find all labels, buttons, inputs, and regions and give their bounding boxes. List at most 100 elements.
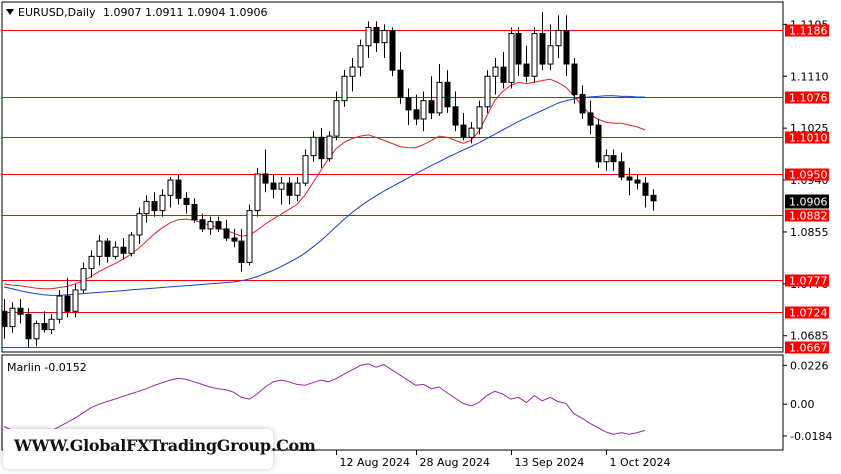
candle-body	[136, 213, 143, 236]
candle	[25, 308, 32, 348]
candle	[33, 320, 40, 347]
collapse-triangle-icon[interactable]	[6, 9, 14, 15]
candle-body	[389, 29, 396, 71]
candle	[72, 283, 79, 318]
candle-body	[151, 200, 158, 212]
indicator-tick-label: -0.0184	[790, 430, 832, 443]
level-label-bg	[785, 209, 829, 222]
candle	[365, 21, 372, 58]
watermark-text: WWW.GlobalFXTradingGroup.Com	[14, 436, 316, 455]
candle	[17, 299, 24, 324]
candle-body	[207, 221, 214, 230]
candle	[579, 85, 586, 119]
current-price-label: 1.0906	[789, 196, 828, 209]
candle-body	[405, 97, 412, 111]
candle-body	[468, 127, 475, 138]
candle-body	[167, 179, 174, 196]
candle	[191, 198, 198, 223]
candle-body	[41, 323, 48, 331]
candle-body	[595, 124, 602, 163]
candle	[151, 192, 158, 217]
candle-body	[96, 240, 103, 257]
candle	[175, 175, 182, 205]
candle	[80, 262, 87, 293]
candle	[508, 27, 515, 89]
candle	[246, 204, 253, 266]
indicator-label: Marlin -0.0152	[7, 361, 87, 374]
candle	[167, 177, 174, 208]
candle	[41, 311, 48, 333]
indicator-tick-label: 0.00	[790, 398, 815, 411]
candle-body	[397, 69, 404, 99]
candle-body	[254, 173, 261, 212]
candle	[64, 277, 71, 318]
candle-body	[246, 210, 253, 263]
candle-body	[341, 75, 348, 102]
candle-body	[64, 295, 71, 312]
level-label-bg	[785, 306, 829, 319]
candle-body	[302, 155, 309, 184]
candle-body	[215, 221, 222, 230]
candle-body	[159, 194, 166, 212]
candle-body	[618, 161, 625, 178]
candle-body	[310, 136, 317, 157]
time-axis: 12 Aug 2024 28 Aug 2024 13 Sep 2024 1 Oct 2…	[336, 450, 671, 469]
candle-body	[610, 155, 617, 163]
current-price-bg	[785, 194, 829, 209]
candle-body	[452, 106, 459, 126]
candle	[9, 302, 16, 333]
candle	[539, 12, 546, 71]
candle	[452, 91, 459, 132]
candle-body	[25, 313, 32, 340]
candlesticks	[1, 12, 657, 348]
candle	[349, 57, 356, 92]
symbol-header: EURUSD,Daily	[18, 6, 96, 19]
candle	[310, 131, 317, 162]
candle-body	[428, 100, 435, 114]
candle	[618, 152, 625, 181]
candle-body	[238, 240, 245, 263]
indicator-panel-frame	[1, 354, 784, 451]
x-tick-label: 1 Oct 2024	[610, 456, 671, 469]
candle-body	[500, 66, 507, 83]
candle-body	[223, 228, 230, 239]
candle	[610, 149, 617, 171]
candle-body	[9, 307, 16, 328]
candle-body	[270, 182, 277, 190]
ma-red-line	[3, 78, 646, 290]
candle-body	[365, 26, 372, 47]
level-label: 1.1076	[789, 92, 828, 105]
candle-body	[634, 179, 641, 184]
candle	[215, 216, 222, 232]
candle	[381, 24, 388, 58]
candle	[444, 70, 451, 113]
candle	[159, 189, 166, 217]
candle	[642, 177, 649, 208]
watermark-box	[3, 429, 273, 469]
candle-body	[515, 33, 522, 65]
candle	[318, 128, 325, 168]
candle	[500, 51, 507, 89]
main-panel-frame	[1, 1, 784, 353]
candle-body	[326, 135, 333, 160]
candle	[302, 149, 309, 187]
level-label: 1.0667	[789, 342, 828, 355]
candle-body	[80, 268, 87, 291]
candle-body	[357, 45, 364, 68]
candle	[515, 27, 522, 77]
candle	[104, 238, 111, 263]
x-tick-label: 13 Sep 2024	[515, 456, 585, 469]
candle	[341, 70, 348, 107]
x-tick-label: 12 Aug 2024	[340, 456, 410, 469]
candle-body	[484, 75, 491, 108]
candle-body	[333, 100, 340, 137]
candle-body	[120, 246, 127, 254]
candle	[223, 219, 230, 242]
candle-body	[231, 237, 238, 242]
candle-body	[579, 94, 586, 114]
level-label: 1.0777	[789, 275, 828, 288]
candle-body	[143, 200, 150, 215]
candle-body	[650, 194, 657, 202]
